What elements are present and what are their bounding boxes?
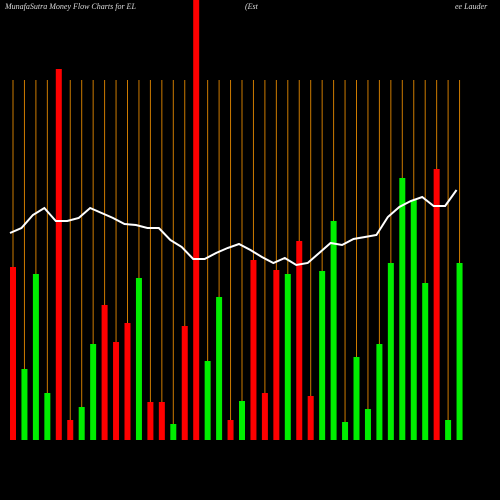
bar <box>147 402 154 440</box>
bar <box>399 178 406 440</box>
bar <box>261 393 268 440</box>
bar <box>124 323 131 440</box>
bar <box>55 69 62 440</box>
bar <box>10 267 16 440</box>
bar <box>445 420 452 440</box>
bar <box>353 357 360 440</box>
chart-title-part: ee Lauder <box>455 2 488 11</box>
bar <box>113 342 120 440</box>
bar <box>101 305 108 440</box>
bar <box>376 344 383 440</box>
bar <box>250 260 257 440</box>
bar <box>227 420 234 440</box>
bar <box>364 409 371 440</box>
bar <box>456 263 463 440</box>
bar <box>67 420 74 440</box>
bar <box>307 396 314 440</box>
bar <box>284 274 291 440</box>
chart-title: MunafaSutra Money Flow Charts for EL <box>4 2 136 11</box>
chart-title-part: (Est <box>245 2 259 11</box>
bar <box>170 424 177 440</box>
bar <box>21 369 28 440</box>
bar <box>342 422 349 440</box>
bar <box>433 169 440 440</box>
money-flow-line <box>9 189 458 267</box>
bar <box>410 200 417 440</box>
bar <box>239 401 245 440</box>
bar <box>296 241 303 440</box>
bar <box>216 297 223 440</box>
bar <box>387 263 394 440</box>
bar <box>181 326 188 440</box>
bar <box>193 0 200 440</box>
bar <box>319 271 326 440</box>
bar <box>135 278 142 440</box>
bar <box>273 270 280 440</box>
bar <box>422 283 429 440</box>
bar <box>330 221 337 440</box>
bar <box>90 344 97 440</box>
bar <box>204 361 211 440</box>
bar <box>158 402 165 440</box>
bar <box>32 274 39 440</box>
bar <box>78 407 85 440</box>
bar <box>44 393 51 440</box>
